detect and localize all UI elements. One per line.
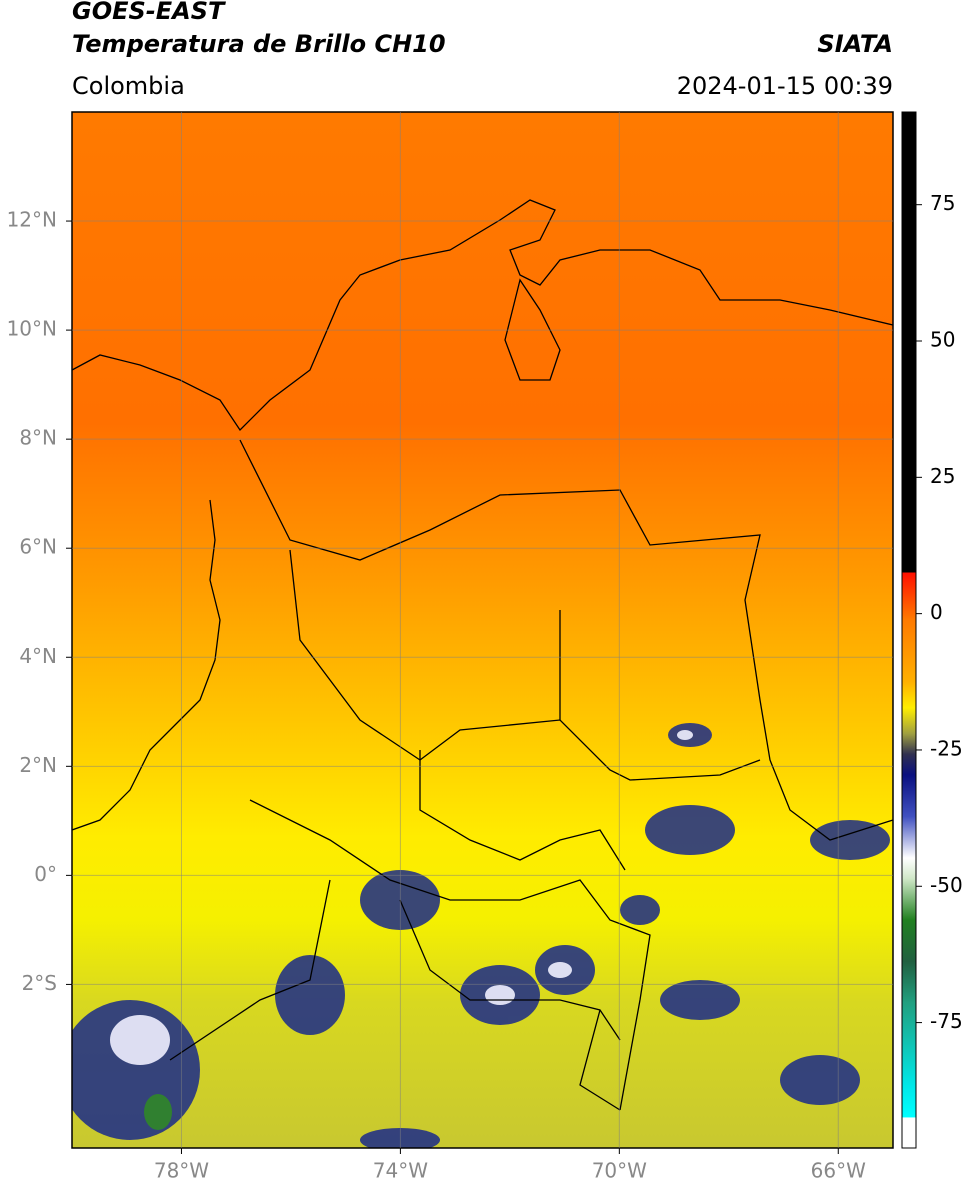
y-tick-label: 6°N [19, 535, 57, 559]
colorbar-tick-label: 0 [930, 600, 943, 624]
datetime: 2024-01-15 00:39 [677, 72, 893, 100]
source: SIATA [817, 30, 893, 58]
y-tick-label: 4°N [19, 644, 57, 668]
colorbar-tick-label: 25 [930, 464, 955, 488]
subtitle: Temperatura de Brillo CH10 [72, 30, 446, 58]
y-tick-label: 2°N [19, 753, 57, 777]
colorbar-tick-label: 75 [930, 191, 955, 215]
colorbar-tick-label: -50 [930, 873, 963, 897]
colorbar [901, 111, 917, 1149]
y-tick-label: 2°S [22, 971, 57, 995]
colorbar-tick-label: 50 [930, 328, 955, 352]
colorbar-tick-label: -25 [930, 736, 963, 760]
y-tick-label: 10°N [7, 317, 57, 341]
region: Colombia [72, 72, 185, 100]
colorbar-tick-label: -75 [930, 1009, 963, 1033]
title: GOES-EAST [72, 0, 226, 25]
y-tick-label: 8°N [19, 426, 57, 450]
green-core [144, 1094, 172, 1130]
x-tick-label: 66°W [811, 1159, 866, 1183]
x-tick-label: 74°W [373, 1159, 428, 1183]
x-tick-label: 78°W [154, 1159, 209, 1183]
y-tick-label: 12°N [7, 208, 57, 232]
coastlines-borders [72, 199, 893, 1111]
map [72, 112, 893, 1148]
x-tick-label: 70°W [592, 1159, 647, 1183]
y-tick-label: 0° [34, 862, 57, 886]
map-frame [71, 111, 894, 1149]
